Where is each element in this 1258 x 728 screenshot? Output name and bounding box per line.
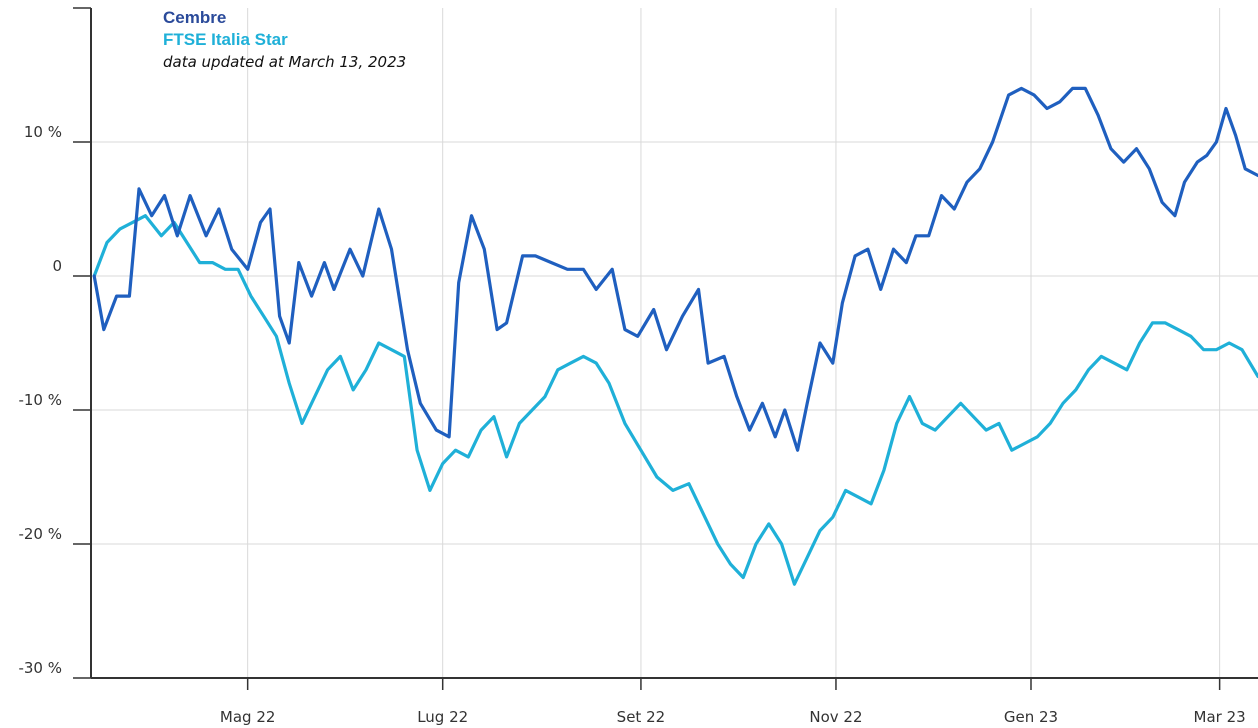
x-tick-label: Nov 22 bbox=[809, 708, 862, 726]
y-tick-label: 0 bbox=[52, 257, 62, 275]
series-line-ftse-italia-star bbox=[92, 214, 1258, 586]
x-tick-label: Lug 22 bbox=[417, 708, 468, 726]
y-tick-label: -20 % bbox=[18, 525, 62, 543]
legend-item-ftse-italia-star[interactable]: FTSE Italia Star bbox=[163, 30, 288, 49]
grid-lines bbox=[91, 8, 1258, 679]
y-tick-label: 10 % bbox=[24, 123, 62, 141]
data-updated-note: data updated at March 13, 2023 bbox=[163, 53, 407, 71]
tick-labels: 10 % 0 -10 % -20 % -30 % Mag 22 Lug 22 Set 22 No… bbox=[18, 123, 1245, 726]
chart-legend: Cembre FTSE Italia Star data updated at … bbox=[163, 7, 406, 73]
x-tick-label: Mag 22 bbox=[220, 708, 276, 726]
x-tick-label: Set 22 bbox=[617, 708, 666, 726]
y-tick-label: -30 % bbox=[18, 659, 62, 677]
x-tick-label: Gen 23 bbox=[1004, 708, 1058, 726]
series-line-cembre bbox=[92, 86, 1258, 452]
series-lines bbox=[92, 86, 1258, 586]
legend-item-cembre[interactable]: Cembre bbox=[163, 8, 227, 27]
axes bbox=[73, 7, 1258, 690]
y-tick-label: -10 % bbox=[18, 391, 62, 409]
x-tick-label: Mar 23 bbox=[1194, 708, 1246, 726]
